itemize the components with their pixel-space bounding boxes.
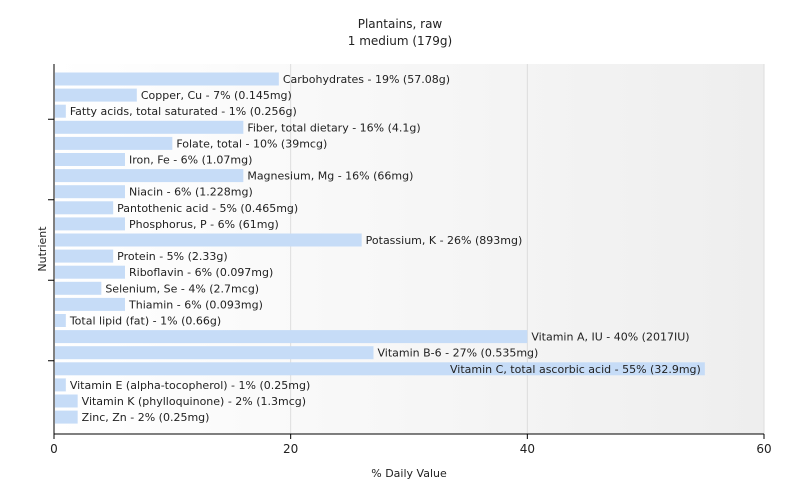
x-tick-label: 40 [520,442,535,456]
bar-label: Fiber, total dietary - 16% (4.1g) [247,121,420,134]
bar-label: Folate, total - 10% (39mcg) [176,137,327,150]
x-axis-label: % Daily Value [371,467,447,480]
bar-label: Carbohydrates - 19% (57.08g) [283,73,450,86]
bar [55,104,66,118]
bar [55,185,125,199]
bar-label: Vitamin A, IU - 40% (2017IU) [531,331,689,344]
bar-label: Zinc, Zn - 2% (0.25mg) [82,411,210,424]
bar-label: Copper, Cu - 7% (0.145mg) [141,89,292,102]
bar-label: Potassium, K - 26% (893mg) [366,234,523,247]
bar [55,330,528,344]
bar [55,169,244,183]
bar-label: Fatty acids, total saturated - 1% (0.256… [70,105,297,118]
x-tick-label: 0 [50,442,58,456]
bar-labels: Carbohydrates - 19% (57.08g) Copper, Cu -… [69,73,701,424]
y-axis-label: Nutrient [36,226,49,272]
bar-label: Total lipid (fat) - 1% (0.66g) [69,315,221,328]
bar-label: Magnesium, Mg - 16% (66mg) [247,170,413,183]
x-tick-label: 60 [756,442,771,456]
bars [55,72,705,424]
bar-label: Protein - 5% (2.33g) [117,250,228,263]
bar-label: Riboflavin - 6% (0.097mg) [129,266,273,279]
bar-label: Niacin - 6% (1.228mg) [129,186,253,199]
bar [55,314,66,327]
bar-label: Vitamin K (phylloquinone) - 2% (1.3mcg) [82,395,306,408]
bar-label: Vitamin C, total ascorbic acid - 55% (32… [450,363,701,376]
chart-title: Plantains, raw [358,17,443,31]
bar [55,297,125,311]
bar-label: Phosphorus, P - 6% (61mg) [129,218,279,231]
bar [55,394,78,408]
x-tick-label: 20 [283,442,298,456]
bar [55,72,279,86]
bar [55,265,125,279]
bar-label: Vitamin B-6 - 27% (0.535mg) [378,347,539,360]
bar [55,378,66,392]
bar [55,136,173,150]
bar-label: Pantothenic acid - 5% (0.465mg) [117,202,298,215]
bar [55,362,705,376]
bar [55,233,362,247]
bar-label: Selenium, Se - 4% (2.7mcg) [105,282,259,295]
chart-subtitle: 1 medium (179g) [348,34,452,48]
bar [55,249,114,263]
bar [55,88,137,102]
bar [55,410,78,424]
bar-label: Vitamin E (alpha-tocopherol) - 1% (0.25m… [70,379,310,392]
bar [55,120,244,134]
bar [55,217,125,231]
bar [55,201,114,215]
bar [55,153,125,166]
bar [55,346,374,360]
bar [55,281,102,295]
bar-label: Iron, Fe - 6% (1.07mg) [129,154,252,167]
axes [53,64,764,435]
x-ticks: 0 20 40 60 [48,118,772,456]
bar-label: Thiamin - 6% (0.093mg) [128,298,263,311]
